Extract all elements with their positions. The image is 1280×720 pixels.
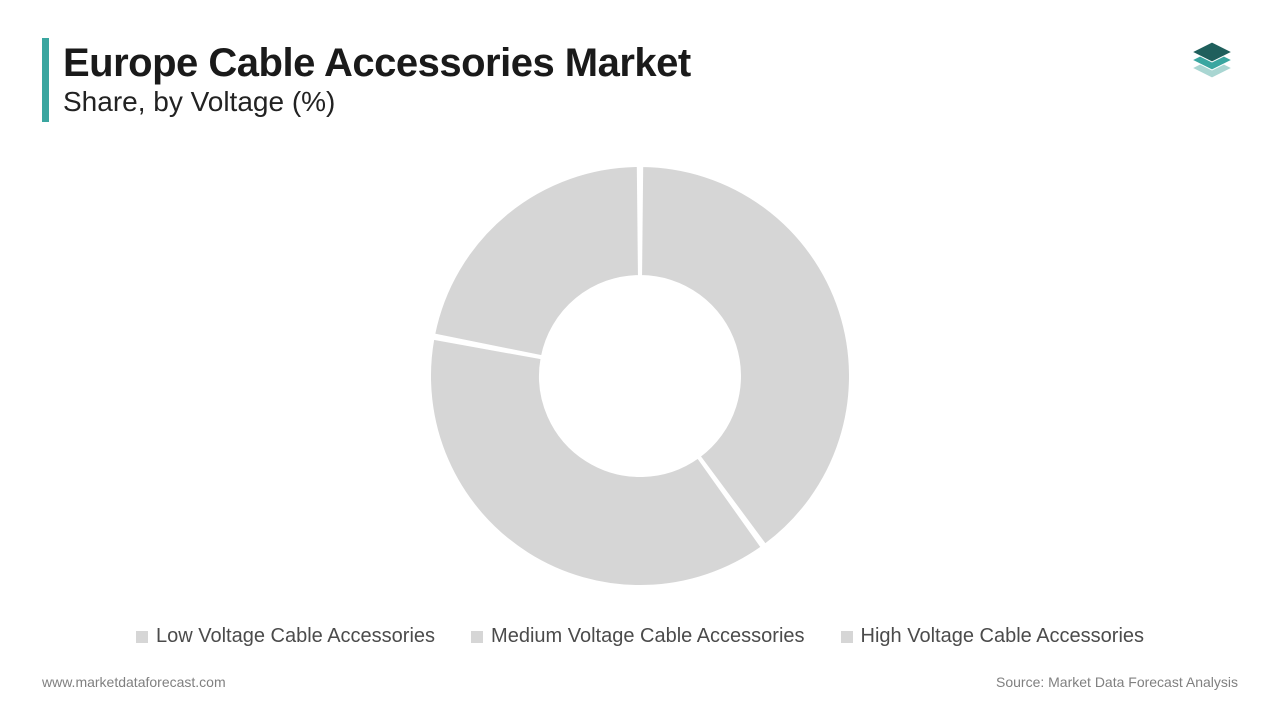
legend-item-2: High Voltage Cable Accessories [841, 625, 1145, 648]
page-root: Europe Cable Accessories Market Share, b… [0, 0, 1280, 720]
legend-label: Low Voltage Cable Accessories [156, 625, 435, 648]
header-titles: Europe Cable Accessories Market Share, b… [63, 38, 691, 122]
donut-center [541, 277, 739, 475]
page-title: Europe Cable Accessories Market [63, 42, 691, 84]
legend-item-1: Medium Voltage Cable Accessories [471, 625, 805, 648]
footer-website: www.marketdataforecast.com [42, 674, 226, 690]
page-subtitle: Share, by Voltage (%) [63, 86, 691, 118]
header-accent-bar [42, 38, 49, 122]
legend-swatch-icon [841, 631, 853, 643]
chart-legend: Low Voltage Cable Accessories Medium Volt… [0, 625, 1280, 648]
donut-chart [0, 156, 1280, 596]
legend-item-0: Low Voltage Cable Accessories [136, 625, 435, 648]
brand-logo-icon [1182, 30, 1242, 95]
legend-swatch-icon [471, 631, 483, 643]
legend-label: Medium Voltage Cable Accessories [491, 625, 805, 648]
header: Europe Cable Accessories Market Share, b… [42, 38, 691, 122]
legend-label: High Voltage Cable Accessories [861, 625, 1145, 648]
footer-source: Source: Market Data Forecast Analysis [996, 674, 1238, 690]
legend-swatch-icon [136, 631, 148, 643]
